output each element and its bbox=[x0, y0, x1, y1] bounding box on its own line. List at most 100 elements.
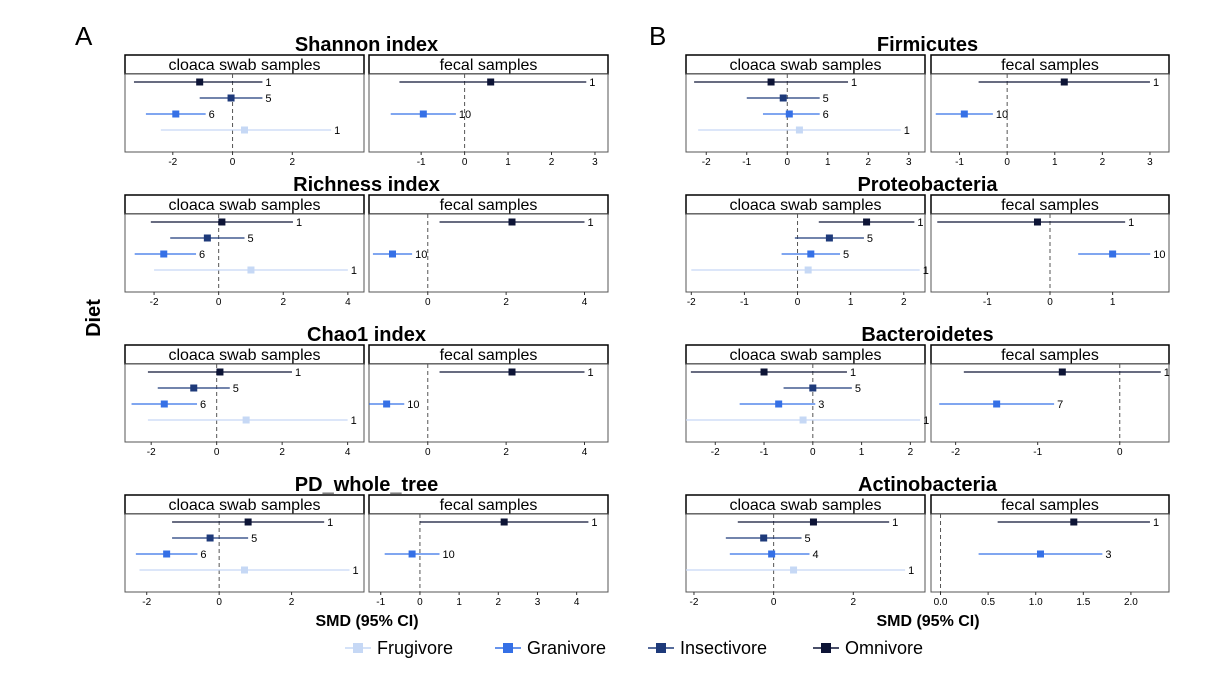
study-count-label: 1 bbox=[923, 415, 929, 427]
study-count-label: 1 bbox=[904, 125, 910, 137]
point-estimate bbox=[383, 400, 391, 408]
point-estimate bbox=[216, 368, 224, 376]
facet-plot-area bbox=[930, 73, 1170, 153]
x-tick-label: -2 bbox=[142, 597, 151, 608]
study-count-label: 1 bbox=[851, 77, 857, 89]
study-count-label: 10 bbox=[415, 249, 427, 261]
study-count-label: 1 bbox=[591, 517, 597, 529]
x-tick-label: 0.5 bbox=[981, 597, 995, 608]
x-tick-label: 4 bbox=[345, 447, 351, 458]
x-tick-label: 2.0 bbox=[1124, 597, 1138, 608]
study-count-label: 6 bbox=[200, 549, 206, 561]
study-count-label: 5 bbox=[248, 233, 254, 245]
x-tick-label: -2 bbox=[168, 157, 177, 168]
panel-letter-b: B bbox=[649, 21, 666, 51]
x-tick-label: 0 bbox=[1117, 447, 1123, 458]
facet-plot-area bbox=[930, 363, 1170, 443]
study-count-label: 1 bbox=[1128, 217, 1134, 229]
facet-strip-label: fecal samples bbox=[440, 197, 538, 214]
study-count-label: 4 bbox=[812, 549, 818, 561]
facet-strip-label: cloaca swab samples bbox=[729, 347, 881, 364]
study-count-label: 5 bbox=[823, 93, 829, 105]
study-count-label: 5 bbox=[855, 383, 861, 395]
facet-strip-label: fecal samples bbox=[1001, 197, 1099, 214]
diet-legend: Frugivore Granivore Insectivore Omnivore bbox=[345, 638, 923, 658]
x-tick-label: 2 bbox=[908, 447, 914, 458]
x-tick-label: -2 bbox=[690, 597, 699, 608]
point-estimate bbox=[241, 126, 248, 134]
point-estimate bbox=[389, 250, 397, 258]
x-tick-label: 2 bbox=[851, 597, 857, 608]
x-tick-label: -1 bbox=[376, 597, 385, 608]
facet-strip-label: fecal samples bbox=[1001, 57, 1099, 74]
study-count-label: 6 bbox=[200, 399, 206, 411]
point-estimate bbox=[500, 518, 508, 526]
x-tick-label: -2 bbox=[951, 447, 960, 458]
x-tick-label: 4 bbox=[574, 597, 580, 608]
study-count-label: 10 bbox=[1153, 249, 1165, 261]
legend-label: Granivore bbox=[527, 638, 606, 658]
x-tick-label: 1 bbox=[1052, 157, 1058, 168]
point-estimate bbox=[244, 518, 252, 526]
legend-key-marker bbox=[353, 643, 363, 653]
point-estimate bbox=[960, 110, 968, 118]
x-tick-label: -1 bbox=[983, 297, 992, 308]
facet-plot-area bbox=[368, 213, 609, 293]
study-count-label: 1 bbox=[850, 367, 856, 379]
point-estimate bbox=[160, 250, 168, 258]
x-tick-label: 0 bbox=[216, 297, 222, 308]
facet-plot-area bbox=[685, 73, 926, 153]
study-count-label: 6 bbox=[199, 249, 205, 261]
x-tick-label: -1 bbox=[417, 157, 426, 168]
facet-strip-label: fecal samples bbox=[440, 497, 538, 514]
x-tick-label: 1 bbox=[825, 157, 831, 168]
x-tick-label: 4 bbox=[582, 447, 588, 458]
point-estimate bbox=[218, 218, 226, 226]
study-count-label: 1 bbox=[1153, 77, 1159, 89]
legend-label: Insectivore bbox=[680, 638, 767, 658]
point-estimate bbox=[760, 534, 768, 542]
facet-plot-area bbox=[368, 363, 609, 443]
study-count-label: 1 bbox=[587, 367, 593, 379]
panel-title: Shannon index bbox=[295, 34, 438, 56]
facet-plot-area bbox=[368, 73, 609, 153]
x-tick-label: 2 bbox=[866, 157, 872, 168]
chart-panels: Shannon index cloaca swab samples -2 0 2 1 5 6 1… bbox=[124, 34, 1170, 608]
x-tick-label: 0 bbox=[795, 297, 801, 308]
point-estimate bbox=[242, 416, 250, 424]
point-estimate bbox=[206, 534, 214, 542]
study-count-label: 10 bbox=[407, 399, 419, 411]
point-estimate bbox=[807, 250, 815, 258]
x-tick-label: 0 bbox=[771, 597, 777, 608]
x-tick-label: 2 bbox=[496, 597, 502, 608]
point-estimate bbox=[241, 566, 248, 574]
point-estimate bbox=[408, 550, 416, 558]
panel-title: Actinobacteria bbox=[858, 474, 998, 496]
x-tick-label: 2 bbox=[280, 297, 286, 308]
x-axis-title-b: SMD (95% CI) bbox=[876, 613, 979, 630]
x-tick-label: 0 bbox=[810, 447, 816, 458]
x-tick-label: 2 bbox=[290, 157, 296, 168]
x-tick-label: 2 bbox=[549, 157, 555, 168]
x-tick-label: 1 bbox=[848, 297, 854, 308]
x-tick-label: 2 bbox=[503, 297, 509, 308]
legend-label: Omnivore bbox=[845, 638, 923, 658]
point-estimate bbox=[795, 126, 803, 134]
panel-title: Chao1 index bbox=[307, 324, 426, 346]
point-estimate bbox=[809, 518, 817, 526]
x-tick-label: 4 bbox=[582, 297, 588, 308]
study-count-label: 10 bbox=[996, 109, 1008, 121]
study-count-label: 1 bbox=[908, 565, 914, 577]
x-tick-label: 2 bbox=[289, 597, 295, 608]
point-estimate bbox=[196, 78, 204, 86]
study-count-label: 1 bbox=[587, 217, 593, 229]
study-count-label: 5 bbox=[805, 533, 811, 545]
point-estimate bbox=[508, 218, 516, 226]
x-tick-label: -1 bbox=[955, 157, 964, 168]
study-count-label: 1 bbox=[265, 77, 271, 89]
x-tick-label: -2 bbox=[687, 297, 696, 308]
